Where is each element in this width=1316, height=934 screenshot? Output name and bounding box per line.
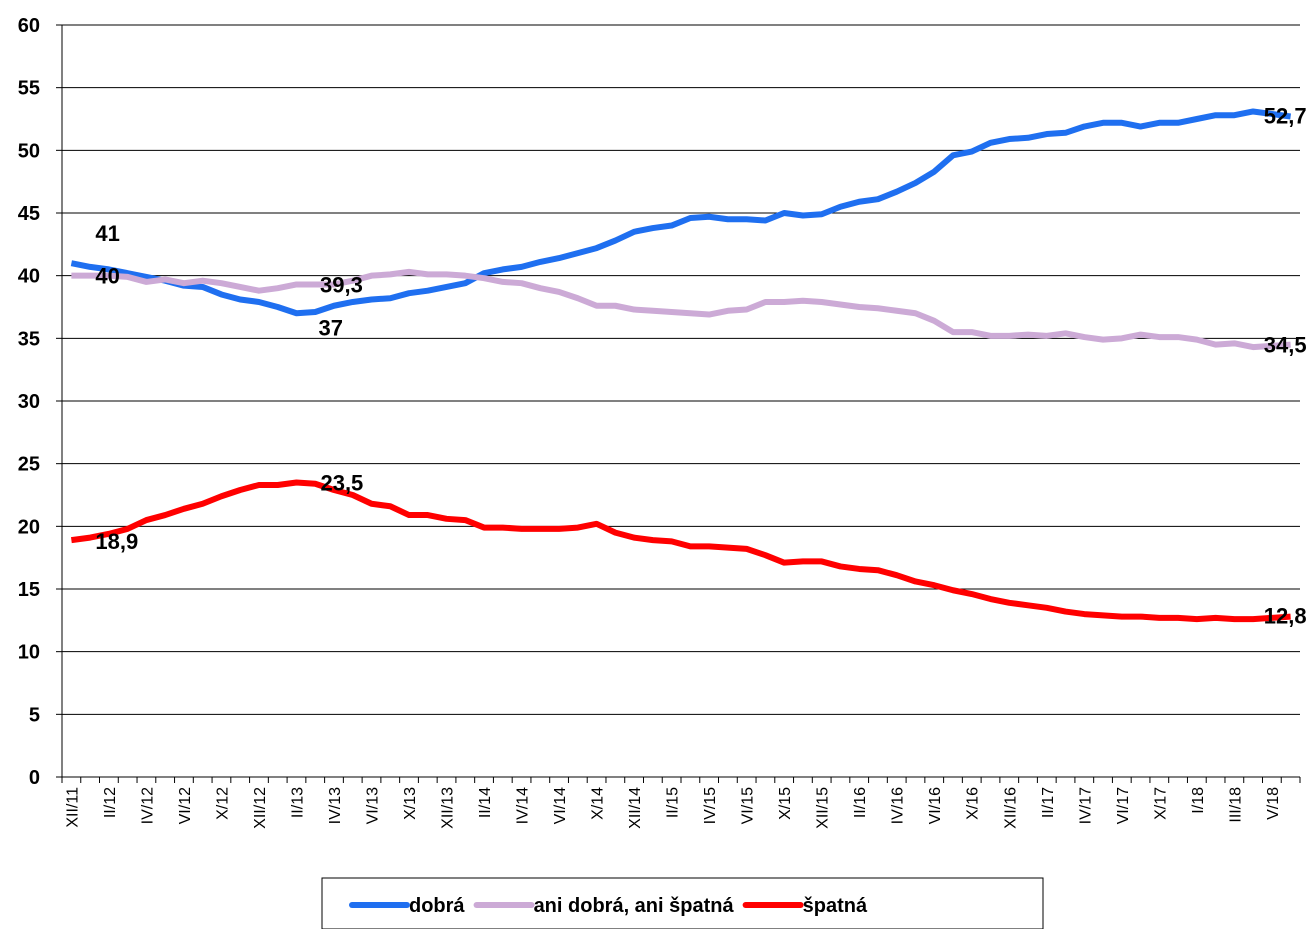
y-tick-label: 15	[18, 579, 40, 601]
data-label: 37	[318, 315, 342, 340]
x-tick-label: XII/12	[252, 787, 269, 829]
x-tick-label: II/16	[852, 787, 869, 818]
y-tick-label: 20	[18, 516, 40, 538]
y-tick-label: 30	[18, 391, 40, 413]
x-tick-label: II/14	[477, 787, 494, 818]
y-tick-label: 40	[18, 266, 40, 288]
data-label: 40	[95, 264, 119, 289]
x-tick-label: X/14	[590, 787, 607, 820]
x-tick-label: X/12	[214, 787, 231, 820]
y-tick-label: 25	[18, 454, 40, 476]
legend-label: ani dobrá, ani špatná	[534, 895, 735, 917]
series-line	[70, 108, 1292, 317]
y-tick-label: 45	[18, 203, 40, 225]
x-tick-label: V/18	[1265, 787, 1282, 820]
x-tick-label: IV/15	[702, 787, 719, 824]
x-tick-label: II/15	[665, 787, 682, 818]
y-tick-label: 10	[18, 642, 40, 664]
x-tick-label: XII/14	[627, 787, 644, 829]
x-tick-label: VI/14	[552, 787, 569, 824]
y-tick-label: 50	[18, 140, 40, 162]
x-tick-label: IV/16	[890, 787, 907, 824]
y-tick-label: 60	[18, 15, 40, 37]
y-tick-label: 5	[29, 704, 40, 726]
x-tick-label: X/13	[402, 787, 419, 820]
y-tick-label: 55	[18, 78, 40, 100]
x-tick-label: X/17	[1152, 787, 1169, 820]
x-tick-label: X/15	[777, 787, 794, 820]
series-line	[70, 479, 1291, 623]
x-tick-label: VI/16	[927, 787, 944, 824]
x-tick-label: IV/12	[139, 787, 156, 824]
y-tick-label: 0	[29, 767, 40, 789]
legend-label: špatná	[803, 895, 868, 917]
data-label: 23,5	[320, 470, 363, 495]
data-label: 18,9	[95, 529, 138, 554]
x-tick-label: XII/13	[440, 787, 457, 829]
data-label: 34,5	[1264, 333, 1307, 358]
x-tick-label: IV/14	[515, 787, 532, 824]
x-tick-label: II/17	[1040, 787, 1057, 818]
data-label: 12,8	[1264, 604, 1307, 629]
x-tick-label: III/18	[1227, 787, 1244, 823]
x-tick-label: I/18	[1190, 787, 1207, 814]
legend-label: dobrá	[409, 895, 465, 917]
x-tick-label: XII/15	[815, 787, 832, 829]
x-tick-label: X/16	[965, 787, 982, 820]
data-label: 39,3	[320, 272, 363, 297]
x-tick-label: VI/15	[740, 787, 757, 824]
legend-box	[321, 877, 1044, 930]
x-tick-label: VI/12	[177, 787, 194, 824]
x-tick-label: XII/16	[1002, 787, 1019, 829]
x-tick-label: II/12	[102, 787, 119, 818]
x-tick-label: VI/13	[365, 787, 382, 824]
y-tick-label: 35	[18, 328, 40, 350]
x-tick-label: II/13	[289, 787, 306, 818]
x-tick-label: VI/17	[1115, 787, 1132, 824]
data-label: 41	[95, 221, 119, 246]
data-label: 52,7	[1264, 103, 1307, 128]
series-line	[71, 268, 1291, 351]
x-tick-label: IV/13	[327, 787, 344, 824]
x-tick-label: XII/11	[64, 787, 81, 828]
x-tick-label: IV/17	[1077, 787, 1094, 824]
